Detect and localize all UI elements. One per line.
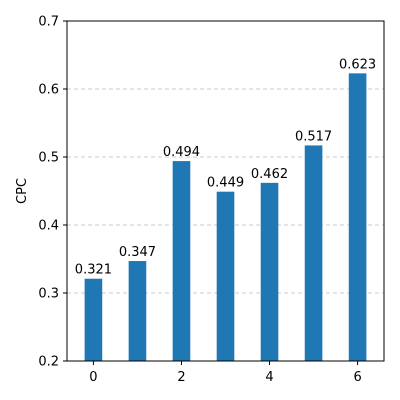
data-label-4: 0.462 bbox=[251, 167, 288, 182]
y-tick-label-3: 0.5 bbox=[38, 151, 59, 166]
y-axis-ticks: 0.2 0.3 0.4 0.5 0.6 0.7 bbox=[38, 15, 67, 370]
y-tick-label-1: 0.3 bbox=[38, 287, 59, 302]
bar-5 bbox=[304, 145, 323, 361]
data-label-3: 0.449 bbox=[207, 176, 244, 191]
y-tick-label-2: 0.4 bbox=[38, 219, 59, 234]
bar-0 bbox=[84, 278, 103, 361]
y-tick-label-4: 0.6 bbox=[38, 83, 59, 98]
bar-3 bbox=[216, 191, 235, 361]
y-tick-label-0: 0.2 bbox=[38, 355, 59, 370]
data-label-6: 0.623 bbox=[339, 57, 376, 72]
bar-2 bbox=[172, 161, 191, 361]
bar-4 bbox=[260, 182, 279, 361]
x-tick-label-1: 2 bbox=[177, 370, 185, 385]
plot-frame bbox=[66, 20, 385, 362]
bar-6 bbox=[348, 73, 367, 362]
x-axis-ticks: 0 2 4 6 bbox=[89, 361, 362, 385]
y-tick-label-5: 0.7 bbox=[38, 15, 59, 30]
x-tick-label-3: 6 bbox=[353, 370, 361, 385]
x-tick-label-0: 0 bbox=[89, 370, 97, 385]
grid-lines bbox=[67, 88, 384, 294]
data-label-0: 0.321 bbox=[75, 263, 112, 278]
x-tick-label-2: 4 bbox=[265, 370, 273, 385]
bar-1 bbox=[128, 261, 147, 361]
data-labels: 0.321 0.347 0.494 0.449 0.462 0.517 0.623 bbox=[75, 57, 376, 277]
data-label-5: 0.517 bbox=[295, 129, 332, 144]
data-label-1: 0.347 bbox=[119, 245, 156, 260]
bars bbox=[84, 73, 367, 362]
data-label-2: 0.494 bbox=[163, 145, 200, 160]
y-axis-label: CPC bbox=[15, 178, 30, 204]
